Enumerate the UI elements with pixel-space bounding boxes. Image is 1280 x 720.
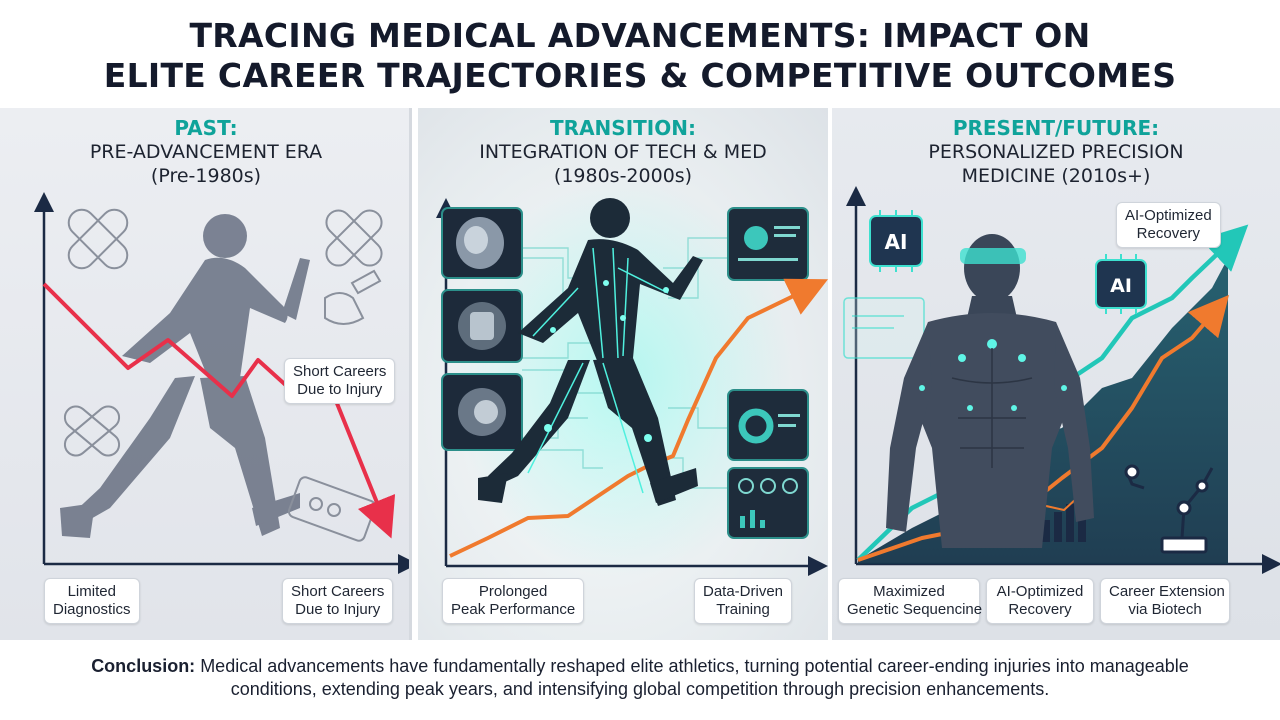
panel-transition: TRANSITION: INTEGRATION OF TECH & MED (1… <box>418 108 828 640</box>
present-callout-line-2: Recovery <box>1136 225 1201 242</box>
label-line-1: Data-Driven <box>703 583 784 600</box>
page-title: TRACING MEDICAL ADVANCEMENTS: IMPACT ON … <box>0 16 1280 96</box>
present-subtitle-line-2: MEDICINE (2010s+) <box>961 165 1151 187</box>
runner-silhouette-icon <box>60 214 310 538</box>
bandage-icon <box>63 208 383 457</box>
conclusion-label: Conclusion: <box>91 656 196 676</box>
present-label-genetic: Maximized Genetic Sequencine <box>838 578 983 624</box>
pill-pack-icon <box>287 476 377 542</box>
present-illustration: AI AI <box>843 186 1280 574</box>
panel-present-future: AI AI <box>832 108 1280 640</box>
past-illustration <box>34 192 412 574</box>
present-heading: PRESENT/FUTURE: PERSONALIZED PRECISION M… <box>832 116 1280 188</box>
present-label-ai-recovery: AI-Optimized Recovery <box>986 578 1094 624</box>
dashboard-heart-icon <box>727 207 809 281</box>
past-callout-line-2: Due to Injury <box>297 381 383 398</box>
ai-chip-icon-left: AI <box>869 210 923 272</box>
knee-brace-icon <box>324 269 382 325</box>
present-callout-line-1: AI-Optimized <box>1125 207 1212 224</box>
title-line-2: ELITE CAREER TRAJECTORIES & COMPETITIVE … <box>103 56 1177 95</box>
mri-scan-icon <box>441 207 523 279</box>
title-line-1: TRACING MEDICAL ADVANCEMENTS: IMPACT ON <box>189 16 1091 55</box>
ai-chip-label: AI <box>885 230 908 254</box>
label-line-1: Limited <box>67 583 116 600</box>
label-line-2: via Biotech <box>1128 601 1202 618</box>
transition-heading: TRANSITION: INTEGRATION OF TECH & MED (1… <box>418 116 828 188</box>
past-subtitle-line-1: PRE-ADVANCEMENT ERA <box>89 141 323 163</box>
present-callout: AI-Optimized Recovery <box>1116 202 1221 248</box>
tech-runner-icon <box>478 198 703 506</box>
conclusion-text: Medical advancements have fundamentally … <box>195 656 1189 699</box>
label-line-2: Recovery <box>1008 601 1072 618</box>
transition-subtitle-line-1: INTEGRATION OF TECH & MED <box>479 141 767 163</box>
transition-label-data-driven: Data-Driven Training <box>694 578 793 624</box>
conclusion: Conclusion: Medical advancements have fu… <box>60 655 1220 701</box>
label-line-2: Peak Performance <box>451 601 576 618</box>
transition-label-prolonged-peak: Prolonged Peak Performance <box>442 578 585 624</box>
robot-arm-icon <box>1124 464 1214 554</box>
label-line-2: Training <box>716 601 770 618</box>
growth-area <box>858 258 1228 564</box>
joint-implant-scan-icon <box>441 373 523 451</box>
past-label-short-careers: Short Careers Due to Injury <box>282 578 394 624</box>
label-line-1: Short Careers <box>291 583 385 600</box>
cyber-athlete-icon <box>886 234 1094 548</box>
label-line-1: Career Extension <box>1109 583 1225 600</box>
past-callout-line-1: Short Careers <box>293 363 387 380</box>
dashboard-donut-icon <box>727 389 809 461</box>
holographic-panel-icon <box>843 297 925 359</box>
past-callout: Short Careers Due to Injury <box>284 358 396 404</box>
knee-joint-scan-icon <box>441 289 523 363</box>
dashboard-metrics-icon <box>727 467 809 539</box>
label-line-1: Prolonged <box>478 583 548 600</box>
label-line-1: AI-Optimized <box>996 583 1084 600</box>
past-label-diagnostics: Limited Diagnostics <box>44 578 140 624</box>
present-subtitle-line-1: PERSONALIZED PRECISION <box>928 141 1184 163</box>
label-line-2: Due to Injury <box>295 601 381 618</box>
label-line-2: Diagnostics <box>53 601 131 618</box>
label-line-1: Maximized <box>873 583 945 600</box>
ai-chip-icon-right: AI <box>1095 254 1147 314</box>
label-line-2: Genetic Sequencine <box>847 601 983 618</box>
past-era-label: PAST: <box>174 116 238 140</box>
ai-chip-label: AI <box>1110 275 1132 297</box>
past-subtitle-line-2: (Pre-1980s) <box>150 165 262 187</box>
growth-trend-line <box>449 278 828 558</box>
present-label-biotech: Career Extension via Biotech <box>1100 578 1230 624</box>
panel-past: PAST: PRE-ADVANCEMENT ERA (Pre-1980s) Sh… <box>0 108 412 640</box>
transition-illustration <box>436 178 828 578</box>
present-era-label: PRESENT/FUTURE: <box>952 116 1160 140</box>
transition-subtitle-line-2: (1980s-2000s) <box>553 165 693 187</box>
past-heading: PAST: PRE-ADVANCEMENT ERA (Pre-1980s) <box>0 116 412 188</box>
transition-era-label: TRANSITION: <box>550 116 696 140</box>
